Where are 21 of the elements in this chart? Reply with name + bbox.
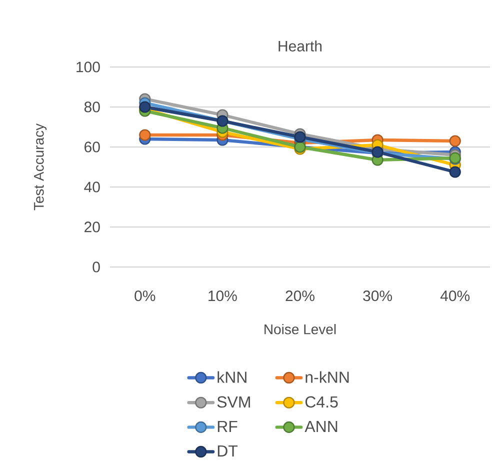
y-tick-label: 0 (92, 262, 100, 272)
legend-label: RF (218, 420, 238, 432)
y-tick-label: 80 (84, 102, 100, 112)
x-tick-label: 10% (208, 290, 237, 302)
y-tick-label: 40 (84, 182, 100, 192)
legend-label: C4.5 (305, 396, 338, 408)
y-tick-label: 20 (84, 222, 100, 232)
x-tick-label: 30% (363, 290, 392, 302)
y-tick-label: 100 (76, 62, 100, 72)
legend-label: ANN (304, 420, 338, 432)
x-tick-label: 0% (134, 290, 156, 302)
x-tick-label: 40% (440, 290, 470, 302)
chart-title: Hearth (278, 40, 322, 52)
legend-label: DT (218, 445, 238, 456)
y-axis-title: Test Accuracy (34, 123, 47, 210)
legend-label: n-kNN (306, 371, 349, 383)
x-axis-title: Noise Level (264, 324, 336, 334)
x-tick-label: 20% (286, 290, 314, 302)
legend-label: kNN (218, 371, 246, 383)
y-tick-label: 60 (84, 142, 100, 152)
legend-label: SVM (217, 396, 250, 408)
